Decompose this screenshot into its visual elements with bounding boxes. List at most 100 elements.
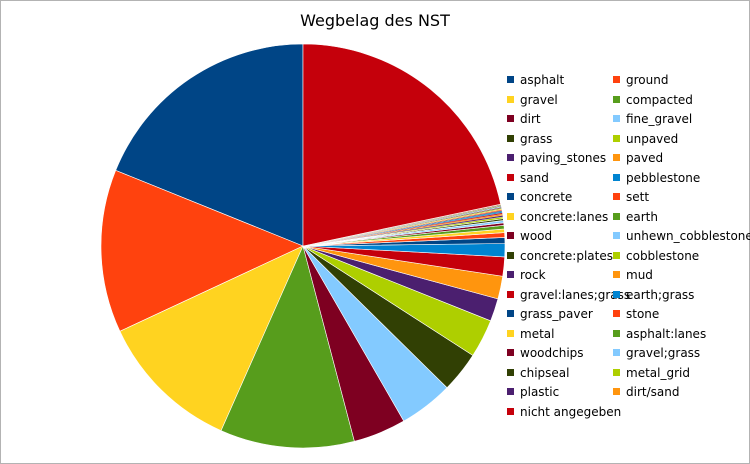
legend-swatch [507, 154, 514, 161]
legend-item: dirt [507, 110, 541, 128]
legend-label: grass [520, 131, 553, 146]
legend-label: grass_paver [520, 307, 593, 321]
legend-item: woodchips [507, 344, 584, 362]
legend-item: metal_grid [613, 364, 690, 382]
legend-item: paving_stones [507, 149, 606, 167]
legend-item: grass [507, 130, 552, 148]
legend-swatch [613, 193, 620, 200]
legend-item: sand [507, 169, 549, 187]
legend-label: concrete [520, 190, 573, 204]
legend-label: ground [626, 73, 669, 87]
legend-swatch [613, 388, 620, 395]
legend-swatch [507, 95, 514, 103]
legend-label: earth;grass [626, 287, 695, 302]
legend-item: rock [507, 266, 546, 284]
pie-slice-gravel [119, 245, 304, 432]
legend-item: pebblestone [613, 169, 700, 187]
legend-label: metal_grid [626, 365, 690, 380]
legend-swatch [507, 115, 514, 122]
legend-swatch [507, 173, 514, 181]
legend-swatch [613, 212, 620, 220]
legend-label: paved [626, 151, 664, 165]
legend-item: paved [613, 149, 663, 167]
legend-label: rock [520, 268, 546, 282]
legend-label: unhewn_cobblestone [626, 229, 750, 243]
legend-swatch [507, 212, 514, 220]
pie-slice-nicht-angegeben [302, 43, 501, 247]
legend-item: asphalt [507, 71, 564, 89]
legend-item: metal [507, 325, 554, 343]
legend-item: grass_paver [507, 305, 593, 323]
legend-label: paving_stones [520, 151, 607, 165]
legend-label: dirt [520, 112, 541, 126]
legend-swatch [613, 329, 620, 337]
legend-item: chipseal [507, 364, 569, 382]
legend-item: mud [613, 266, 653, 284]
legend-label: cobblestone [626, 248, 700, 263]
legend-label: sand [520, 170, 549, 185]
legend-label: dirt/sand [626, 385, 680, 399]
legend-item: earth;grass [613, 286, 694, 304]
legend-label: plastic [520, 385, 560, 399]
legend-swatch [613, 76, 620, 83]
legend-label: concrete:lanes [520, 209, 609, 224]
legend-item: fine_gravel [613, 110, 692, 128]
legend-swatch [613, 271, 620, 278]
legend-label: fine_gravel [626, 112, 693, 126]
legend-item: unhewn_cobblestone [613, 227, 750, 245]
legend-label: mud [626, 268, 653, 282]
legend-item: stone [613, 305, 659, 323]
legend-label: pebblestone [626, 170, 701, 185]
legend-label: woodchips [520, 346, 584, 360]
legend-swatch [507, 271, 514, 278]
legend-swatch [507, 388, 514, 395]
legend-swatch [613, 368, 620, 376]
legend-item: gravel [507, 91, 558, 109]
legend-item: nicht angegeben [507, 403, 621, 421]
legend-label: asphalt [520, 73, 565, 87]
legend-label: unpaved [626, 131, 679, 146]
legend-label: gravel [520, 92, 558, 107]
legend-item: compacted [613, 91, 693, 109]
chart-title: Wegbelag des NST [300, 11, 450, 30]
legend-swatch [507, 290, 514, 298]
legend-item: unpaved [613, 130, 678, 148]
legend-label: asphalt:lanes [626, 326, 707, 341]
pie-slice-compacted [220, 245, 355, 449]
legend-label: chipseal [520, 365, 570, 380]
legend-item: cobblestone [613, 247, 699, 265]
legend-item: concrete:lanes [507, 208, 608, 226]
legend-swatch [507, 310, 514, 317]
legend-swatch [613, 232, 620, 239]
legend-item: gravel;grass [613, 344, 700, 362]
legend-swatch [613, 95, 620, 103]
legend-item: earth [613, 208, 658, 226]
legend-label: compacted [626, 92, 693, 107]
legend-swatch [613, 310, 620, 317]
legend-label: earth [626, 209, 658, 224]
legend-item: asphalt:lanes [613, 325, 706, 343]
legend-swatch [507, 349, 514, 356]
legend-item: sett [613, 188, 649, 206]
legend-item: plastic [507, 383, 559, 401]
legend-swatch [613, 134, 620, 142]
legend-swatch [507, 368, 514, 376]
legend-swatch [613, 154, 620, 161]
legend-item: gravel:lanes;grass [507, 286, 630, 304]
legend-label: concrete:plates [520, 248, 613, 263]
legend-label: stone [626, 307, 660, 321]
legend-swatch [507, 407, 514, 415]
legend-label: metal [520, 326, 555, 341]
legend-swatch [507, 232, 514, 239]
legend-item: wood [507, 227, 552, 245]
legend-swatch [507, 329, 514, 337]
legend-label: wood [520, 229, 553, 243]
legend-swatch [507, 134, 514, 142]
legend-swatch [507, 251, 514, 259]
legend-swatch [507, 76, 514, 83]
pie-slice-ground [100, 170, 304, 332]
legend-swatch [613, 349, 620, 356]
legend-swatch [613, 290, 620, 298]
